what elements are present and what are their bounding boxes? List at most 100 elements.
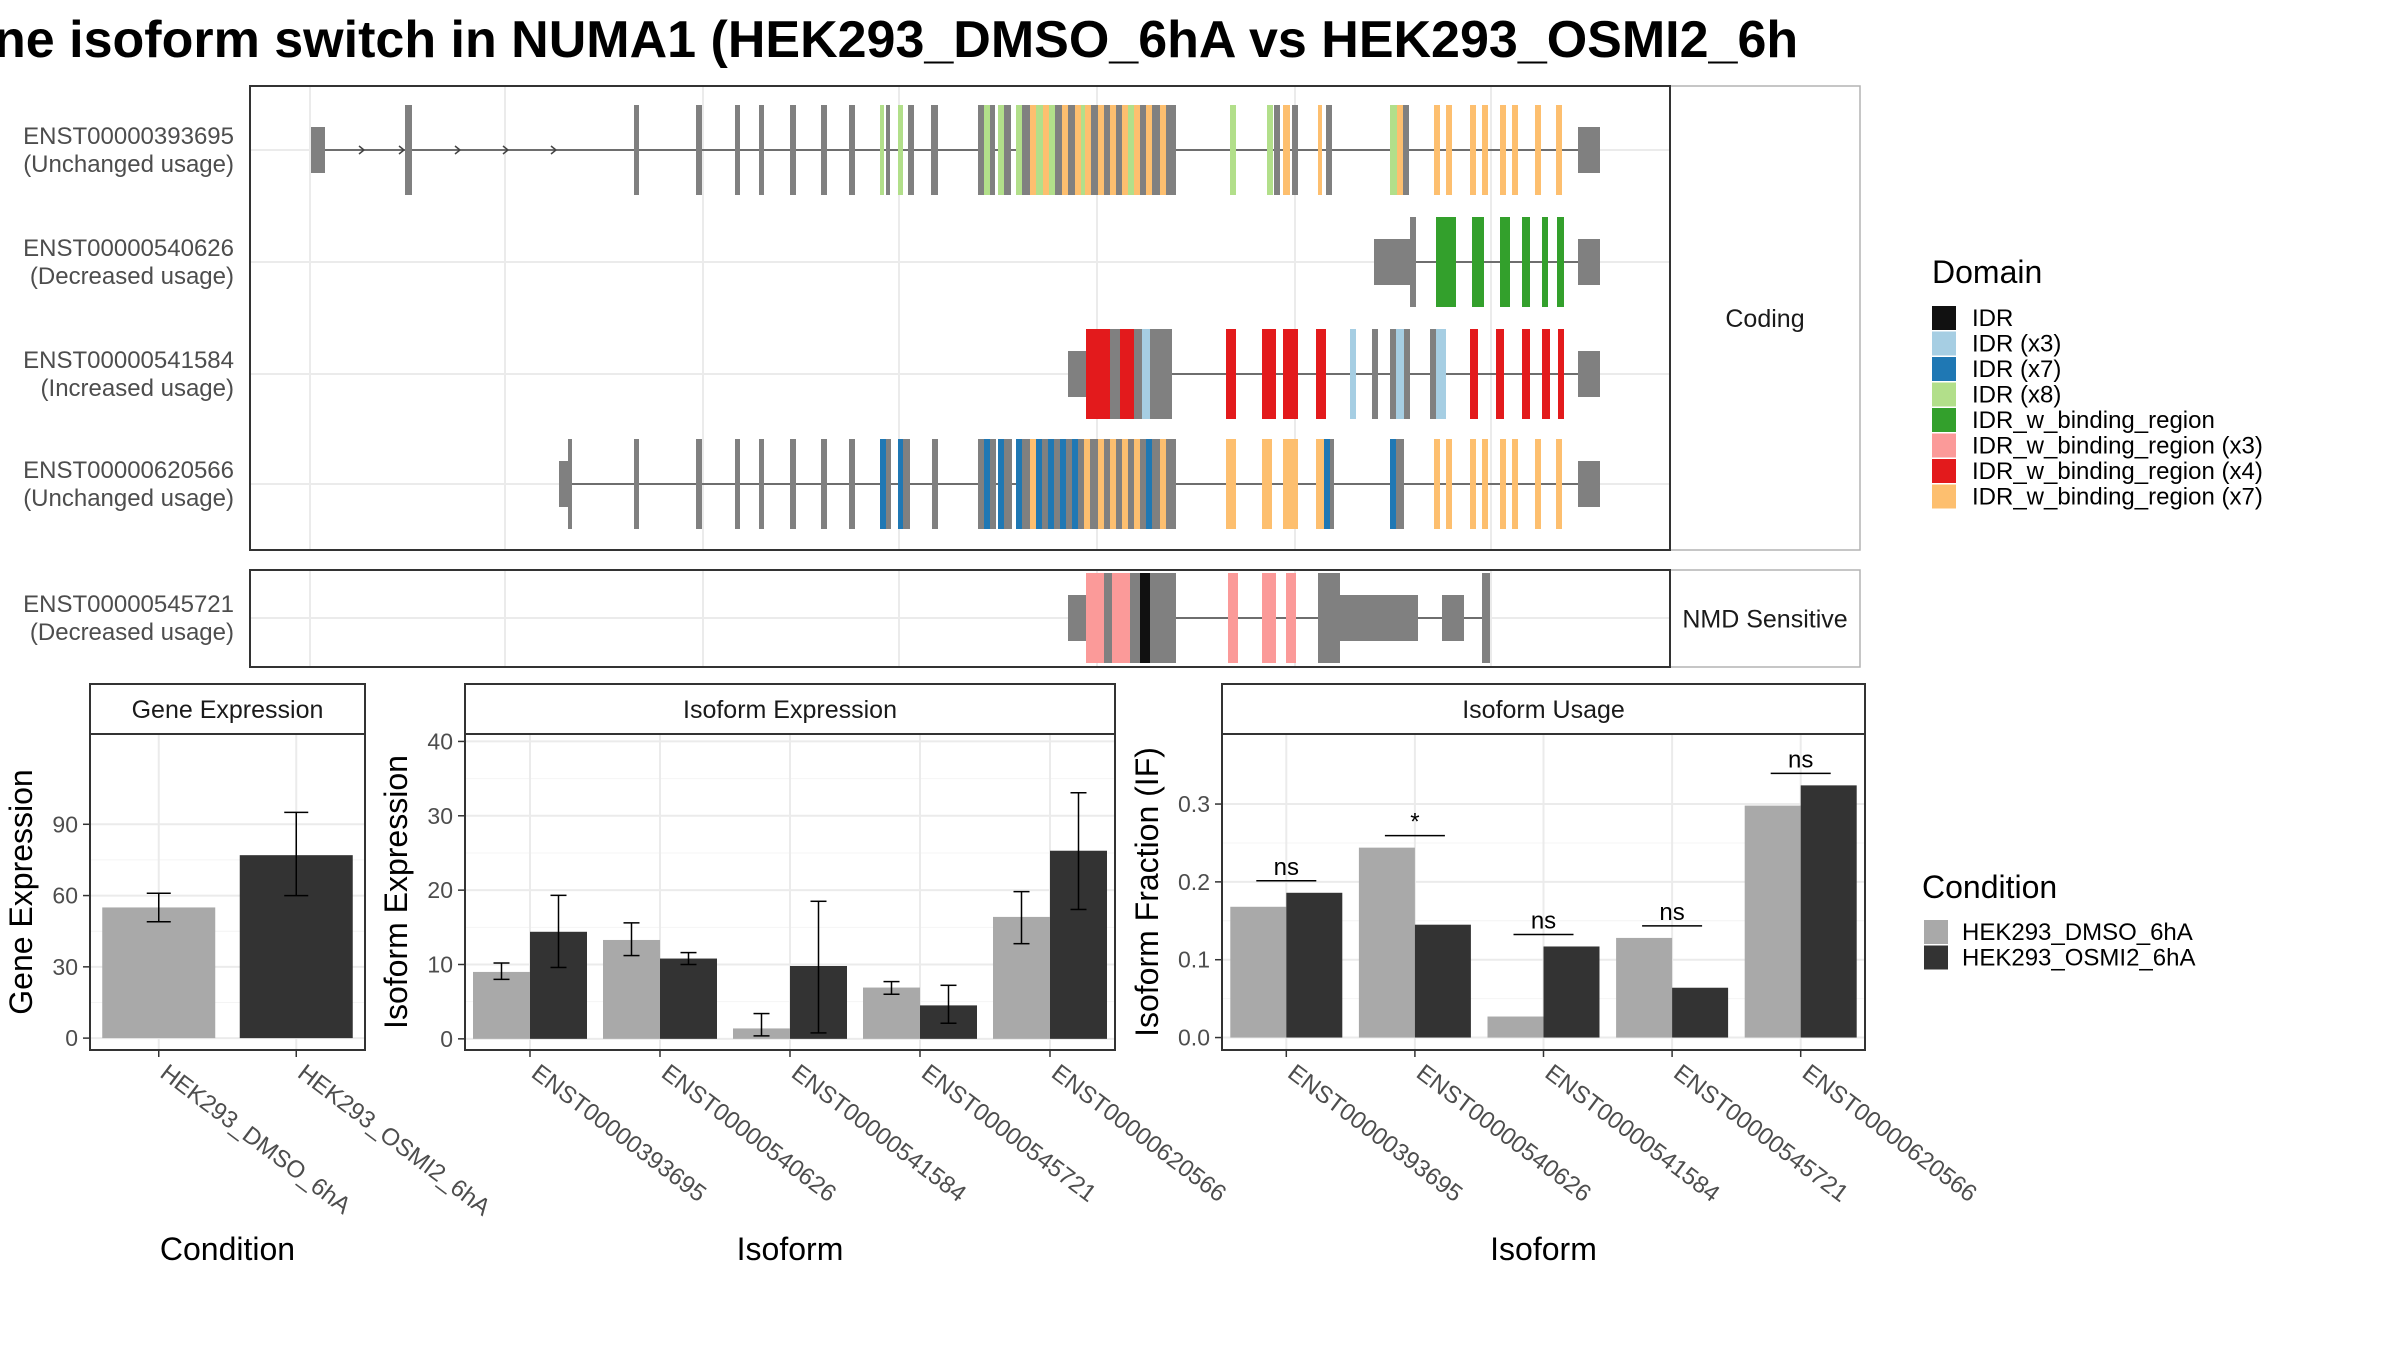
- bar: [102, 907, 216, 1039]
- bar: [1744, 805, 1801, 1038]
- exon-segment: [1134, 105, 1140, 195]
- exon-segment: [1016, 439, 1022, 529]
- utr-segment: [1374, 239, 1410, 285]
- exon-segment: [1326, 105, 1332, 195]
- exon-segment: [1390, 439, 1396, 529]
- exon-segment: [1146, 105, 1152, 195]
- exon-segment: [1062, 105, 1068, 195]
- facet-strip-label: NMD Sensitive: [1682, 606, 1847, 634]
- exon-segment: [735, 439, 740, 529]
- exon-segment: [1004, 105, 1011, 195]
- exon-segment: [1512, 105, 1518, 195]
- utr-segment: [1340, 595, 1418, 641]
- exon-segment: [1396, 329, 1404, 419]
- exon-segment: [1049, 105, 1055, 195]
- exon-segment: [1104, 573, 1112, 663]
- exon-segment: [1036, 439, 1042, 529]
- legend-label: IDR (x7): [1972, 356, 2061, 383]
- significance-label: *: [1410, 809, 1419, 836]
- exon-segment: [1072, 439, 1078, 529]
- exon-segment: [821, 105, 827, 195]
- exon-segment: [1091, 105, 1098, 195]
- exon-segment: [1146, 439, 1152, 529]
- exon-segment: [821, 439, 827, 529]
- exon-segment: [931, 105, 938, 195]
- bar-charts: Gene Expression0306090HEK293_DMSO_6hAHEK…: [3, 683, 1982, 1267]
- transcript-panel-border: [249, 85, 1671, 551]
- exon-segment: [1140, 573, 1150, 663]
- bar: [473, 971, 530, 1039]
- condition-legend-title: Condition: [1922, 869, 2057, 905]
- exon-segment: [1434, 439, 1440, 529]
- figure-title: ne isoform switch in NUMA1 (HEK293_DMSO_…: [0, 11, 1798, 69]
- facet-strip: [464, 683, 1116, 735]
- exon-segment: [1316, 439, 1324, 529]
- exon-segment: [1542, 329, 1550, 419]
- exon-segment: [1116, 439, 1122, 529]
- transcript-usage-label: (Unchanged usage): [23, 485, 234, 512]
- exon-segment: [978, 105, 984, 195]
- exon-segment: [898, 105, 903, 195]
- exon-segment: [886, 105, 890, 195]
- legend-label: IDR_w_binding_region (x7): [1972, 484, 2263, 511]
- exon-segment: [1048, 439, 1054, 529]
- x-axis-title: Isoform: [1490, 1231, 1597, 1267]
- legend-label: IDR_w_binding_region (x4): [1972, 458, 2263, 485]
- exon-segment: [1068, 105, 1075, 195]
- exon-segment: [1122, 105, 1128, 195]
- y-tick-label: 40: [427, 728, 453, 754]
- exon-segment: [1081, 105, 1085, 195]
- exon-segment: [1292, 105, 1298, 195]
- significance-label: ns: [1274, 854, 1299, 881]
- exon-segment: [1084, 439, 1090, 529]
- legend-label: IDR (x3): [1972, 331, 2061, 358]
- exon-segment: [790, 439, 796, 529]
- exon-segment: [1150, 329, 1160, 419]
- y-tick-label: 0.2: [1178, 869, 1210, 895]
- exon-segment: [886, 439, 891, 529]
- exon-segment: [634, 105, 639, 195]
- exon-segment: [1535, 105, 1541, 195]
- facet-strip: [89, 683, 366, 735]
- exon-segment: [1030, 439, 1036, 529]
- exon-segment: [1318, 573, 1340, 663]
- exon-segment: [1558, 329, 1564, 419]
- legend-swatch: [1932, 408, 1956, 432]
- exon-segment: [1134, 439, 1140, 529]
- exon-segment: [1128, 439, 1134, 529]
- exon-segment: [1330, 439, 1334, 529]
- exon-segment: [908, 105, 914, 195]
- bar: [1487, 1016, 1544, 1038]
- bar: [1672, 987, 1729, 1038]
- exon-segment: [1226, 329, 1236, 419]
- legend-label: HEK293_OSMI2_6hA: [1962, 945, 2195, 972]
- exon-segment: [1372, 329, 1378, 419]
- chart-title: Isoform Usage: [1462, 696, 1625, 724]
- chart-0: Gene Expression0306090HEK293_DMSO_6hAHEK…: [3, 683, 495, 1267]
- exon-segment: [1110, 105, 1116, 195]
- transcript-id-label: ENST00000620566: [23, 457, 234, 484]
- x-axis-title: Isoform: [737, 1231, 844, 1267]
- utr-segment: [1578, 351, 1600, 397]
- y-tick-label: 60: [52, 883, 78, 909]
- exon-segment: [1436, 217, 1456, 307]
- exon-segment: [984, 439, 990, 529]
- exon-segment: [1152, 105, 1160, 195]
- x-axis-title: Condition: [160, 1231, 295, 1267]
- exon-segment: [1004, 439, 1012, 529]
- exon-segment: [1104, 439, 1110, 529]
- exon-segment: [1470, 329, 1478, 419]
- exon-segment: [696, 439, 702, 529]
- utr-segment: [311, 127, 325, 173]
- legend-swatch: [1932, 306, 1956, 330]
- y-axis-title: Isoform Expression: [378, 755, 414, 1029]
- legend-swatch: [1924, 920, 1948, 944]
- legend-label: HEK293_DMSO_6hA: [1962, 919, 2193, 946]
- exon-segment: [1142, 329, 1150, 419]
- exon-segment: [1446, 105, 1452, 195]
- exon-segment: [1434, 105, 1440, 195]
- significance-label: ns: [1531, 907, 1556, 934]
- significance-label: ns: [1788, 746, 1813, 773]
